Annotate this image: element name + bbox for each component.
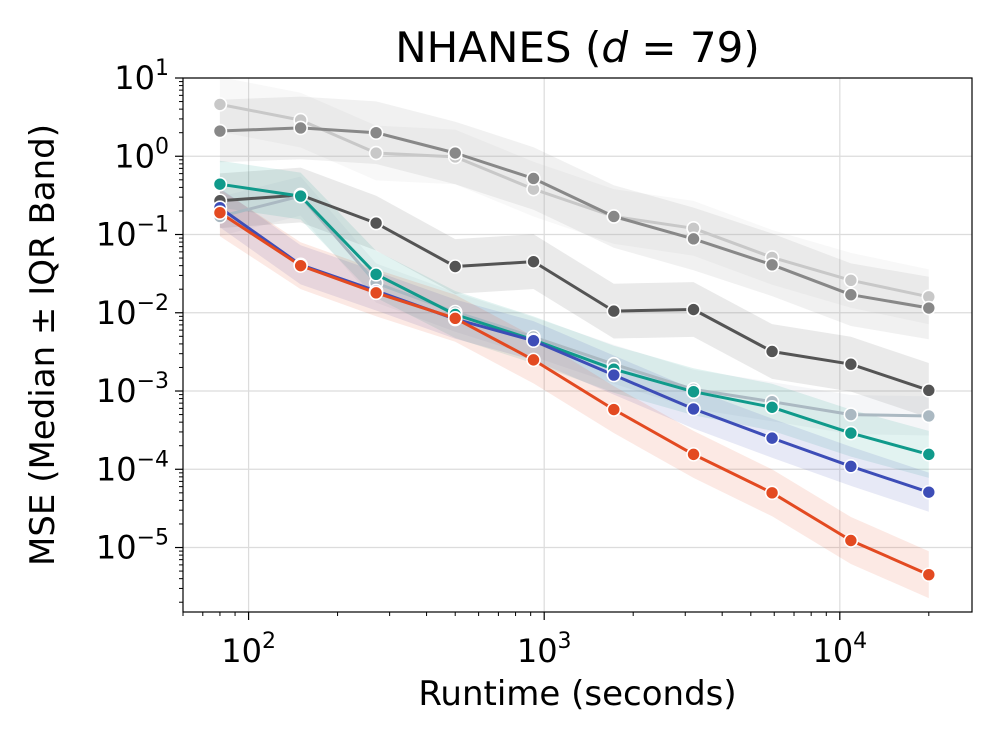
data-point <box>606 367 622 383</box>
data-point <box>921 383 937 398</box>
y-axis-label: MSE (Median ± IQR Band) <box>23 124 63 566</box>
data-point <box>606 209 622 224</box>
iqr-band <box>219 96 929 340</box>
data-point <box>843 425 859 441</box>
data-point <box>686 447 701 462</box>
data-point <box>843 356 859 372</box>
x-tick-label: 104 <box>812 629 867 670</box>
data-point <box>843 407 859 422</box>
data-point <box>368 215 384 231</box>
data-point <box>686 231 701 247</box>
data-point <box>764 485 780 501</box>
data-point <box>368 285 384 301</box>
data-point <box>843 272 859 288</box>
iqr-band <box>219 167 929 418</box>
y-tick-label: 101 <box>114 56 169 97</box>
data-point <box>212 97 228 112</box>
data-point <box>447 310 463 326</box>
data-point <box>293 258 308 273</box>
series-line <box>219 182 930 456</box>
data-point <box>368 145 384 161</box>
data-point <box>843 533 859 548</box>
y-tick-label: 100 <box>114 134 169 175</box>
y-tick-label: 10−3 <box>96 369 169 410</box>
series-markers <box>212 97 937 582</box>
y-tick-label: 10−4 <box>96 447 169 488</box>
data-point <box>921 408 937 424</box>
data-point <box>686 302 701 317</box>
series-line <box>219 193 930 392</box>
data-point <box>921 300 937 316</box>
data-point <box>606 402 622 417</box>
data-point <box>843 287 859 303</box>
x-tick-label: 103 <box>517 629 572 670</box>
axis-ticks: 102 103 104 101 100 10−1 10−2 10−3 10−4 10−5 <box>96 56 930 670</box>
chart-title: NHANES (d = 79) <box>395 23 760 72</box>
data-point <box>212 123 228 139</box>
data-point <box>606 303 622 319</box>
data-point <box>921 567 937 582</box>
data-point <box>686 401 701 417</box>
chart-title-suffix: = 79) <box>628 23 760 72</box>
data-point <box>526 352 541 368</box>
data-point <box>368 125 384 140</box>
x-axis-label: Runtime (seconds) <box>418 674 736 714</box>
chart-title-prefix: NHANES ( <box>395 23 601 72</box>
data-point <box>526 254 541 269</box>
x-tick-label: 102 <box>221 629 276 670</box>
iqr-bands <box>219 77 929 599</box>
data-point <box>764 344 780 359</box>
y-tick-label: 10−1 <box>96 213 169 254</box>
series-line <box>219 126 930 310</box>
data-point <box>686 384 701 400</box>
plot-frame <box>182 77 973 613</box>
chart-title-variable: d <box>601 23 628 72</box>
y-tick-label: 10−5 <box>96 526 169 567</box>
data-point <box>764 399 780 415</box>
series-lines <box>219 102 930 577</box>
data-point <box>764 257 780 273</box>
data-point <box>526 171 541 186</box>
series-line <box>219 102 930 299</box>
series-line <box>219 194 929 418</box>
data-point <box>293 120 308 136</box>
data-point <box>447 145 463 161</box>
data-point <box>921 484 937 500</box>
series-line <box>219 211 930 577</box>
data-point <box>212 205 228 220</box>
data-point <box>293 188 308 204</box>
y-tick-label: 10−2 <box>96 291 169 332</box>
iqr-band <box>219 176 929 436</box>
data-point <box>921 447 937 462</box>
data-point <box>843 459 859 474</box>
data-point <box>764 430 780 446</box>
data-point <box>368 267 384 282</box>
data-point <box>212 176 228 192</box>
data-point <box>447 259 463 274</box>
data-point <box>526 333 541 348</box>
